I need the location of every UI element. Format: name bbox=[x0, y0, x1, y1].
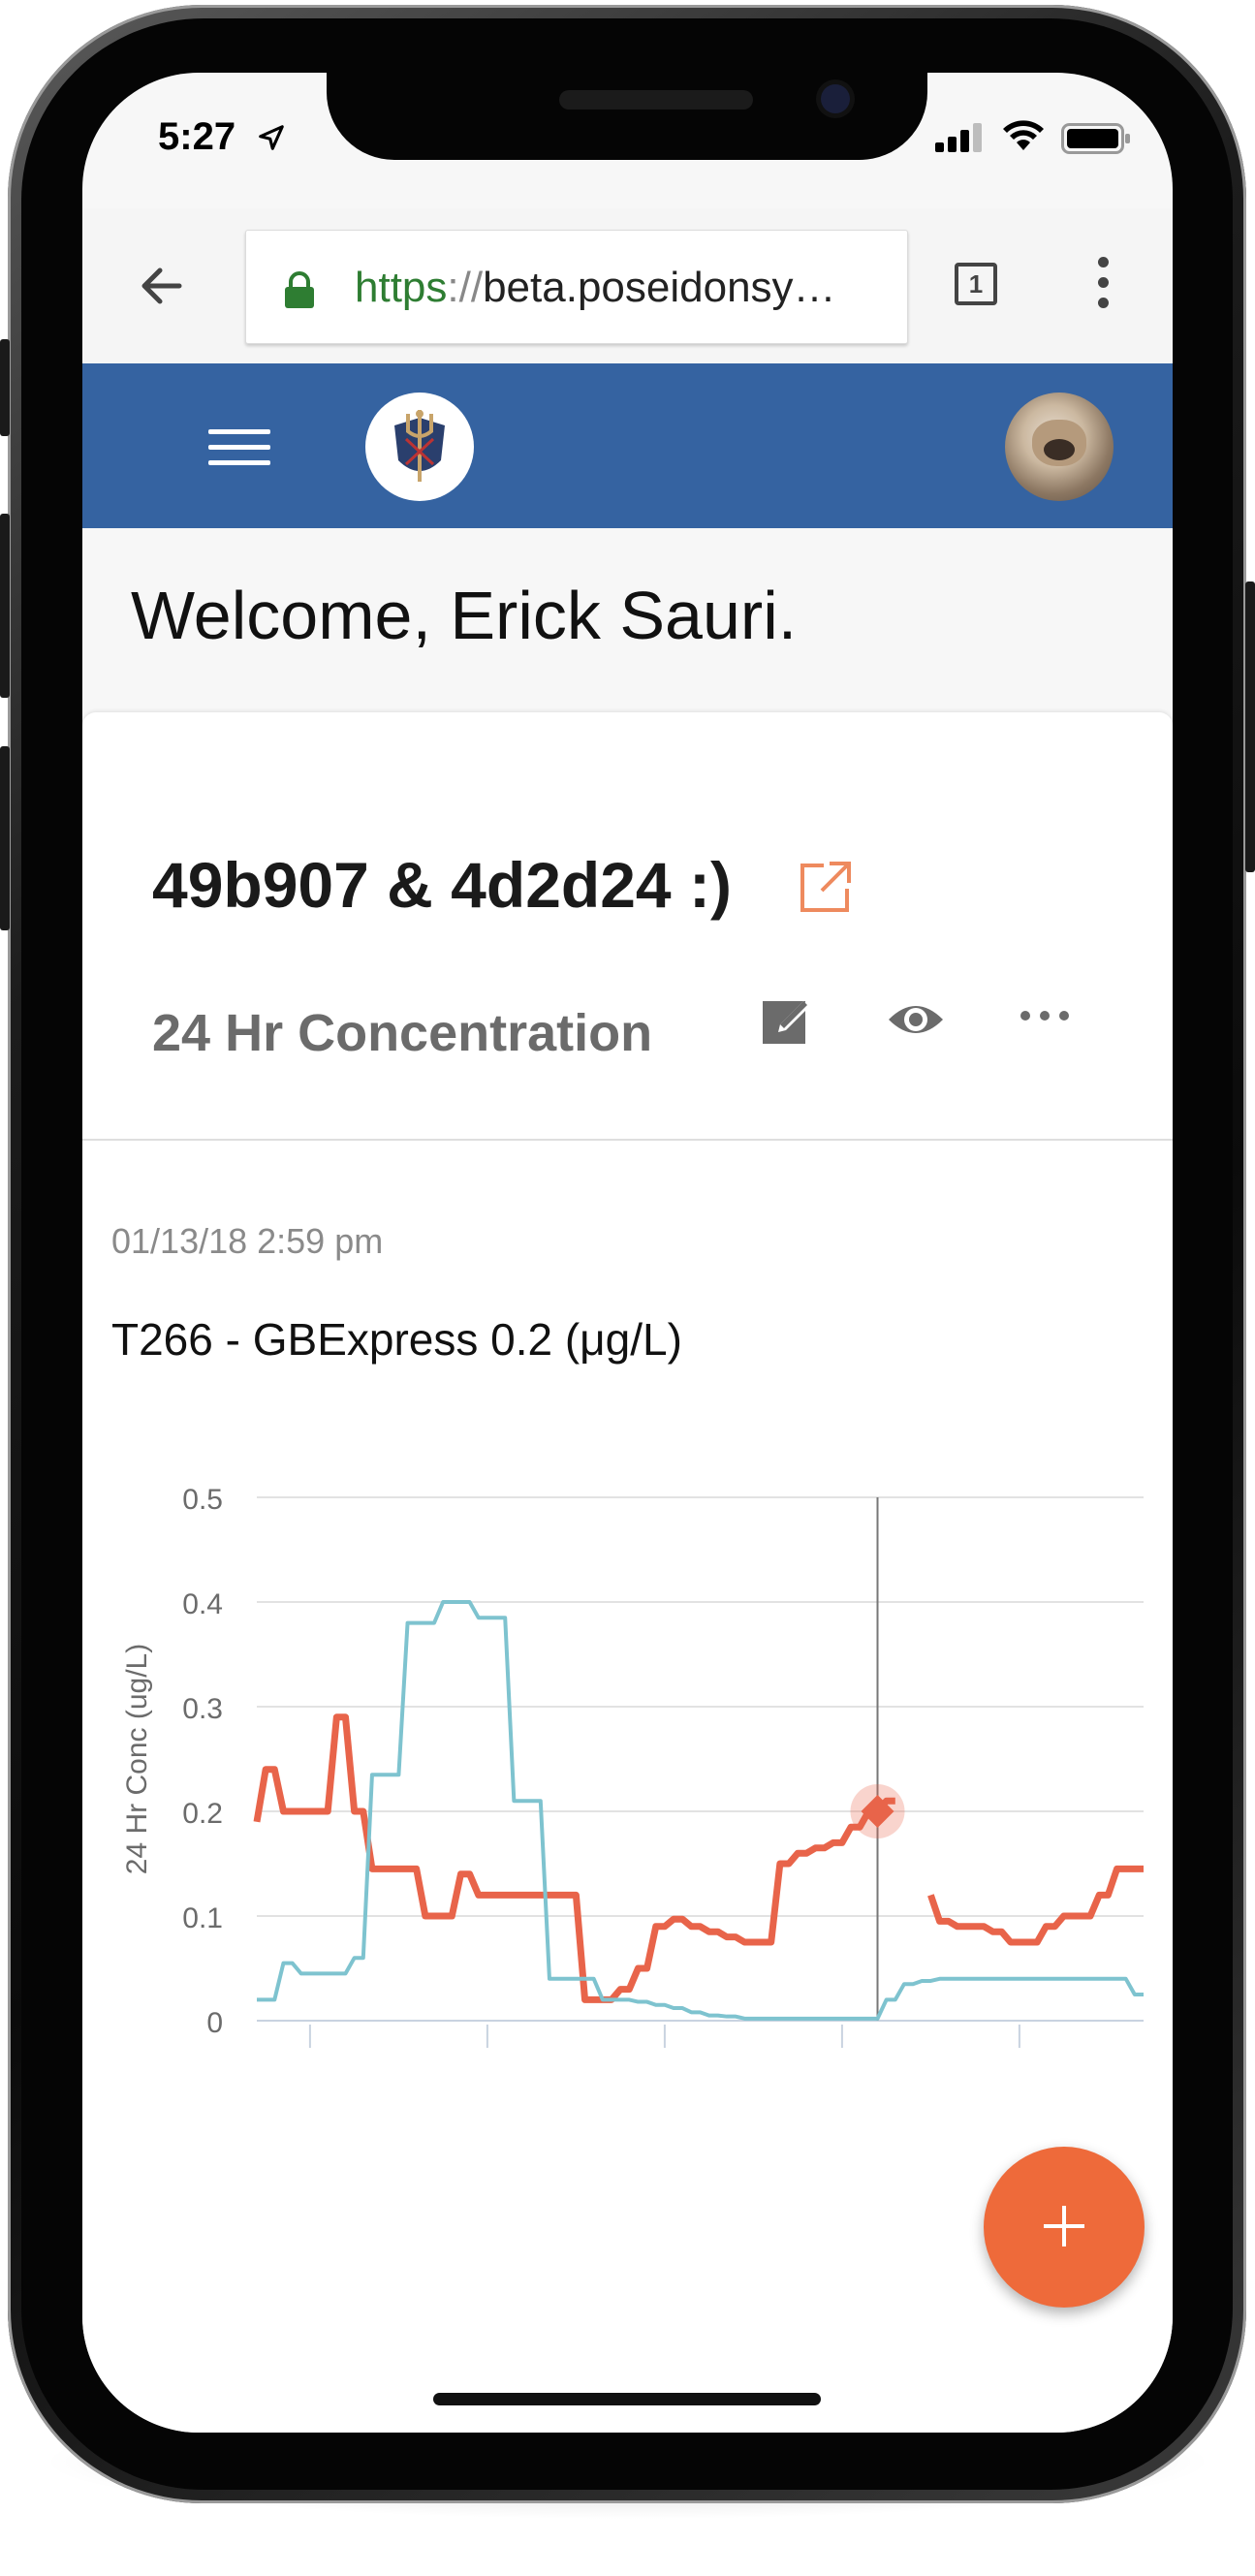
phone-screen: 5:27 https: bbox=[82, 73, 1173, 2433]
reading-timestamp: 01/13/18 2:59 pm bbox=[111, 1221, 384, 1261]
hover-point-marker bbox=[861, 1795, 894, 1828]
more-horizontal-icon[interactable] bbox=[1020, 1009, 1070, 1022]
y-tick-label: 0.3 bbox=[182, 1693, 223, 1725]
user-avatar[interactable] bbox=[1005, 393, 1114, 501]
volume-down-button bbox=[0, 746, 10, 930]
series-line-0 bbox=[253, 1713, 1144, 2003]
lock-icon bbox=[285, 271, 314, 308]
app-bar bbox=[82, 363, 1173, 528]
home-indicator bbox=[433, 2393, 821, 2405]
welcome-heading: Welcome, Erick Sauri. bbox=[131, 578, 798, 653]
wifi-icon bbox=[1003, 120, 1044, 150]
series-line-1 bbox=[257, 1600, 1144, 2021]
url-text[interactable]: https://beta.poseidonsy… bbox=[355, 264, 836, 312]
add-fab-button[interactable] bbox=[984, 2147, 1145, 2308]
y-tick-label: 0.1 bbox=[182, 1902, 223, 1934]
y-tick-label: 0.2 bbox=[182, 1798, 223, 1830]
sensor-title: T266 - GBExpress 0.2 (μg/L) bbox=[111, 1314, 682, 1365]
location-arrow-icon bbox=[259, 125, 284, 150]
notch bbox=[327, 73, 927, 160]
card-divider bbox=[82, 1139, 1173, 1141]
hamburger-menu-icon[interactable] bbox=[208, 429, 270, 468]
app-logo[interactable] bbox=[365, 393, 474, 501]
mute-switch bbox=[0, 339, 10, 436]
external-link-icon[interactable] bbox=[795, 858, 855, 918]
y-tick-label: 0 bbox=[206, 2007, 223, 2039]
address-bar[interactable]: https://beta.poseidonsy… bbox=[245, 230, 908, 344]
group-card: 49b907 & 4d2d24 :) 24 Hr Concentration 0… bbox=[82, 712, 1173, 2433]
browser-menu-icon[interactable] bbox=[1096, 257, 1110, 315]
url-separator: :// bbox=[447, 264, 484, 311]
edit-icon[interactable] bbox=[761, 993, 815, 1048]
speaker bbox=[559, 90, 753, 110]
url-host: beta.poseidonsy… bbox=[483, 264, 836, 311]
eye-icon[interactable] bbox=[887, 998, 945, 1041]
card-subtitle: 24 Hr Concentration bbox=[152, 1004, 653, 1062]
url-scheme: https bbox=[355, 264, 448, 311]
y-tick-label: 0.5 bbox=[182, 1484, 223, 1516]
cellular-signal-icon bbox=[935, 123, 982, 152]
tab-switcher-button[interactable]: 1 bbox=[955, 263, 997, 305]
back-arrow-icon[interactable] bbox=[133, 257, 191, 315]
front-camera bbox=[821, 84, 850, 113]
volume-up-button bbox=[0, 514, 10, 698]
browser-toolbar: https://beta.poseidonsy… 1 bbox=[82, 208, 1173, 363]
concentration-chart[interactable]: 0 0.1 0.2 0.3 0.4 0.5 24 Hr Conc (ug/L) bbox=[82, 1449, 1173, 2433]
card-title: 49b907 & 4d2d24 :) bbox=[152, 849, 732, 921]
battery-icon bbox=[1061, 123, 1130, 154]
y-tick-label: 0.4 bbox=[182, 1588, 223, 1620]
trident-shield-icon bbox=[394, 410, 445, 482]
power-button bbox=[1245, 581, 1255, 872]
y-axis-label: 24 Hr Conc (ug/L) bbox=[121, 1644, 153, 1874]
status-time: 5:27 bbox=[158, 115, 236, 158]
status-bar: 5:27 bbox=[82, 73, 1173, 208]
